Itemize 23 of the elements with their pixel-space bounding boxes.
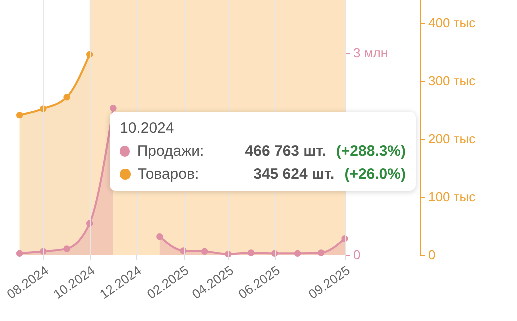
annotation: (+288.3%): [336, 143, 406, 160]
annotation: 10.2024: [120, 120, 176, 137]
y2-tick-label: 100 тыс: [428, 190, 476, 205]
point: [156, 233, 164, 240]
point: [64, 246, 70, 252]
legend-label: Товаров:: [138, 166, 200, 183]
point: [248, 250, 255, 256]
y2-tick-label: 200 тыс: [428, 132, 476, 147]
legend-label: Продажи:: [137, 143, 206, 160]
point: [110, 104, 117, 112]
annotation: (+26.0%): [344, 166, 406, 183]
point: [202, 248, 208, 255]
annotation: 345 624 шт.: [252, 166, 335, 183]
y2-tick-label: 300 тыс: [428, 74, 476, 89]
point: [64, 94, 70, 101]
y2-tick-label: 400 тыс: [428, 16, 476, 31]
point: [16, 250, 24, 257]
point: [16, 112, 24, 119]
y2-tick-label: 0: [428, 248, 436, 262]
annotation: 466 763 шт.: [244, 143, 326, 160]
y-tick-label: 3 млн: [354, 46, 388, 61]
point: [318, 250, 325, 256]
point: [294, 250, 302, 257]
